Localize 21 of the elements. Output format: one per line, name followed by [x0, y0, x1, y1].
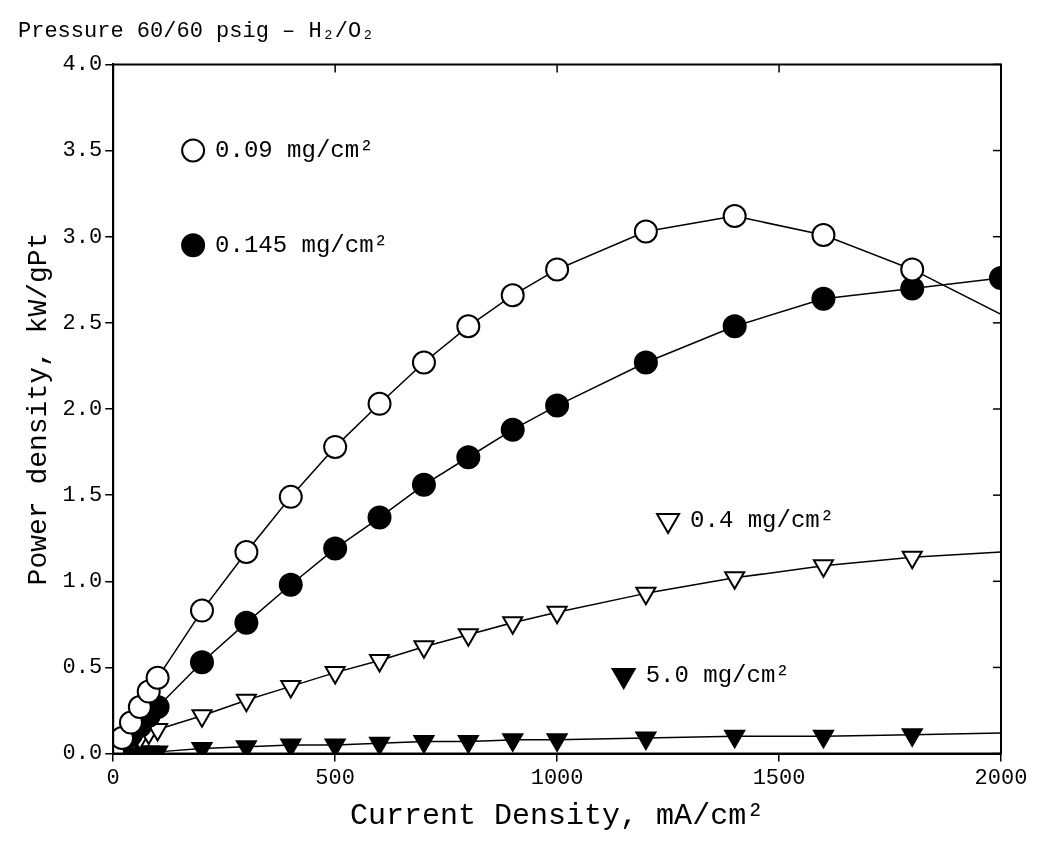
x-tick-label: 0: [106, 765, 120, 791]
legend-label: 0.09 mg/cm²: [215, 136, 374, 164]
y-tick-label: 3.5: [62, 138, 103, 164]
y-tick-label: 1.5: [62, 482, 103, 508]
legend-label: 0.4 mg/cm²: [690, 507, 835, 535]
x-tick-label: 2000: [974, 765, 1028, 791]
y-tick-label: 0.0: [62, 741, 103, 767]
y-tick-label: 4.0: [62, 52, 103, 78]
y-tick-label: 3.0: [62, 224, 103, 250]
x-tick-label: 1000: [530, 765, 584, 791]
y-tick-label: 1.0: [62, 569, 103, 595]
y-axis-title: Power density, kW/gPt: [23, 232, 55, 586]
x-axis-title: Current Density, mA/cm²: [350, 798, 765, 833]
y-tick-label: 0.5: [62, 655, 103, 681]
x-tick-label: 1500: [752, 765, 806, 791]
y-tick-label: 2.5: [62, 310, 103, 336]
y-tick-label: 2.0: [62, 396, 103, 422]
x-tick-label: 500: [315, 765, 355, 791]
legend-label: 5.0 mg/cm²: [645, 662, 790, 690]
chart-title: Pressure 60/60 psig – H₂/O₂: [18, 19, 375, 45]
legend-label: 0.145 mg/cm²: [215, 231, 388, 259]
